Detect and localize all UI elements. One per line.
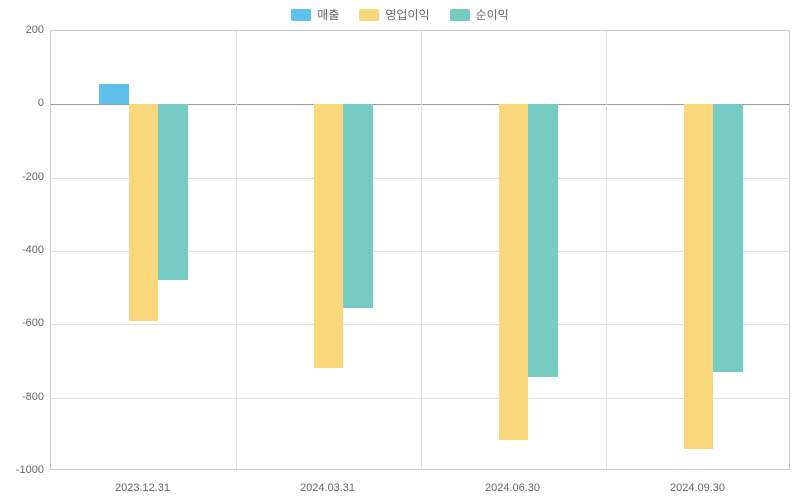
y-axis-label: 200: [26, 24, 44, 36]
bar: [99, 84, 129, 104]
legend-item: 매출: [291, 6, 339, 23]
legend-swatch: [291, 9, 311, 21]
bar: [129, 104, 159, 320]
x-axis-label: 2024.03.31: [300, 482, 355, 494]
y-axis-label: -400: [22, 244, 44, 256]
bar: [528, 104, 558, 377]
bar: [499, 104, 529, 440]
bar: [684, 104, 714, 449]
category-separator: [421, 31, 422, 469]
legend-label: 영업이익: [385, 6, 429, 23]
legend-item: 순이익: [450, 6, 509, 23]
grid-line: [51, 324, 789, 325]
x-axis-label: 2023.12.31: [115, 482, 170, 494]
legend-label: 순이익: [476, 6, 509, 23]
financial-chart: 매출 영업이익 순이익 -1000 -800 -600 -400 -200 0 200 2023.…: [0, 0, 800, 500]
y-axis-label: 0: [38, 97, 44, 109]
y-axis-label: -1000: [16, 464, 44, 476]
bar: [158, 104, 188, 280]
x-axis-label: 2024.06.30: [485, 482, 540, 494]
category-separator: [606, 31, 607, 469]
y-axis-label: -800: [22, 391, 44, 403]
legend-item: 영업이익: [359, 6, 429, 23]
x-axis-label: 2024.09.30: [670, 482, 725, 494]
legend: 매출 영업이익 순이익: [0, 6, 800, 23]
category-separator: [236, 31, 237, 469]
grid-line: [51, 398, 789, 399]
plot-area: [50, 30, 790, 470]
legend-swatch: [359, 9, 379, 21]
legend-swatch: [450, 9, 470, 21]
y-axis-label: -200: [22, 171, 44, 183]
bar: [343, 104, 373, 308]
bar: [314, 104, 344, 368]
y-axis-label: -600: [22, 317, 44, 329]
legend-label: 매출: [317, 6, 339, 23]
bar: [713, 104, 743, 372]
